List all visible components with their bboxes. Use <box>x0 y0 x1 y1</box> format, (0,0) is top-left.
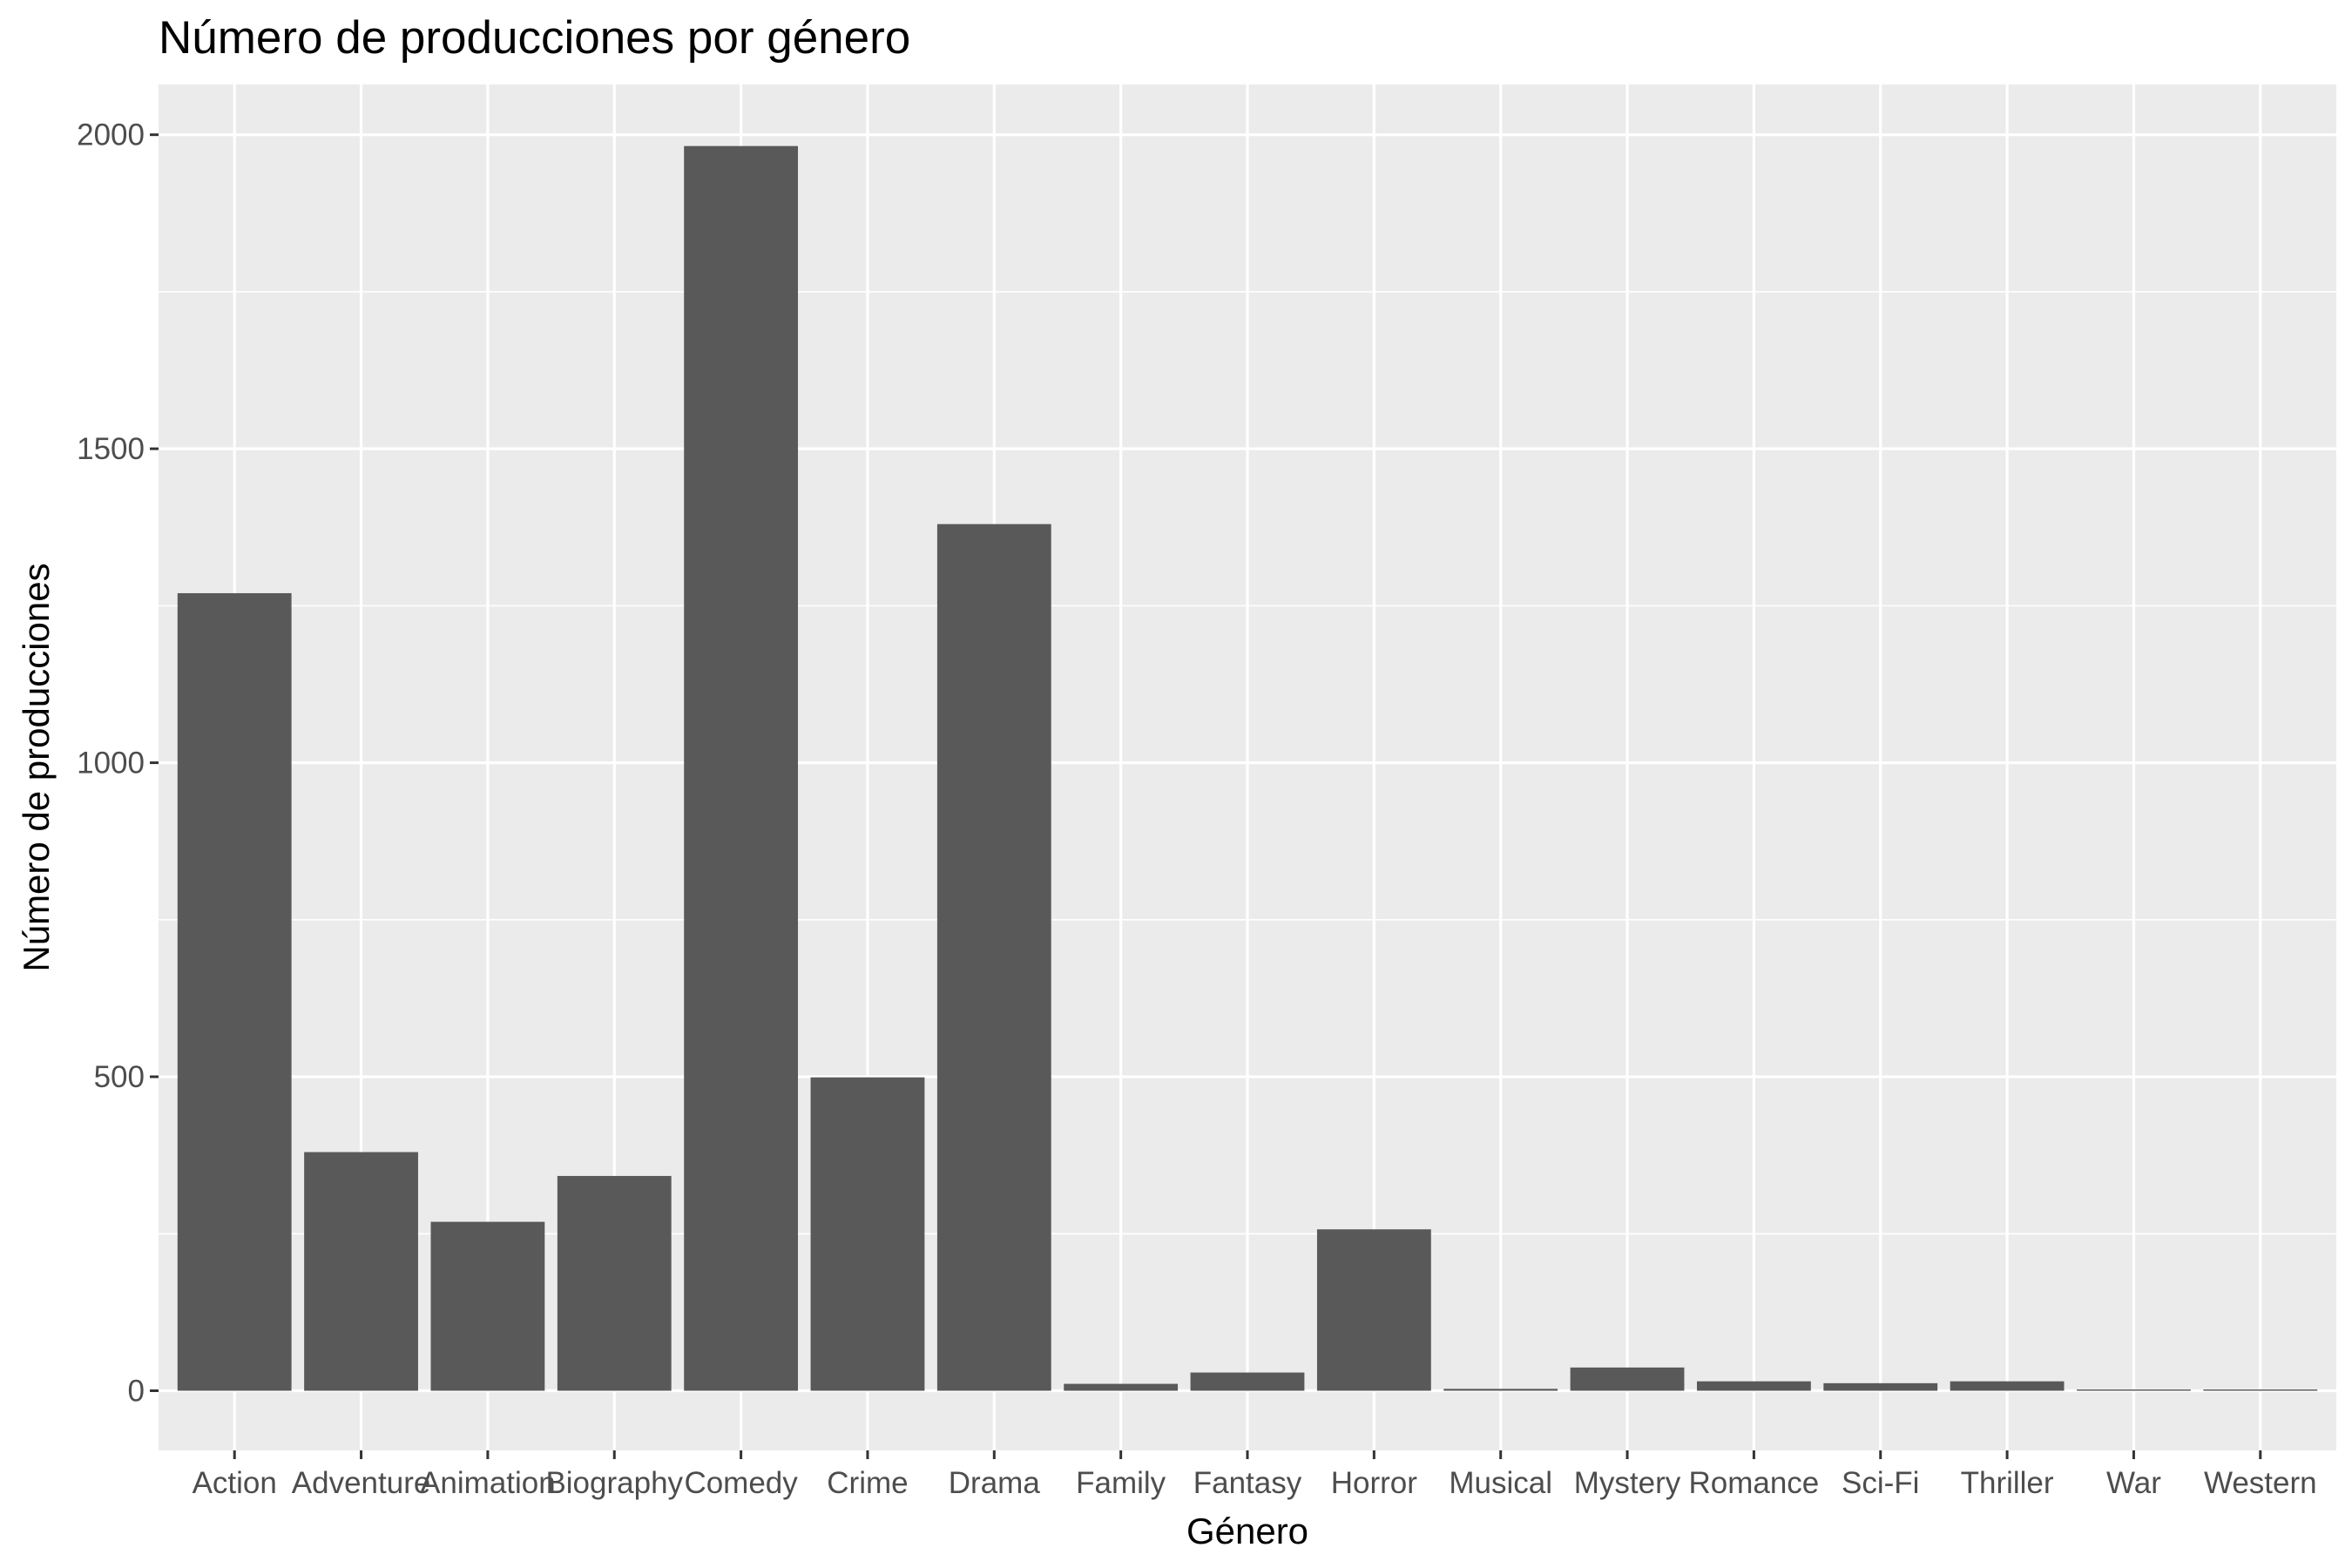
bar-mystery <box>1570 1367 1685 1391</box>
chart-title: Número de producciones por género <box>159 12 910 64</box>
x-tick-label: Horror <box>1331 1466 1418 1500</box>
bar-thriller <box>1950 1381 2065 1391</box>
bar-romance <box>1696 1381 1811 1391</box>
y-tick-label: 0 <box>128 1375 145 1409</box>
x-tick-label: Mystery <box>1574 1466 1681 1500</box>
x-tick-label: Western <box>2204 1466 2317 1500</box>
x-tick-label: Fantasy <box>1193 1466 1302 1500</box>
bars <box>177 145 2318 1391</box>
x-tick-label: Drama <box>949 1466 1041 1500</box>
x-tick-label: Crime <box>827 1466 908 1500</box>
bar-crime <box>810 1077 925 1391</box>
bar-biography <box>557 1175 672 1391</box>
y-tick-label: 500 <box>94 1060 145 1094</box>
bar-sci-fi <box>1823 1382 1938 1391</box>
y-axis-title: Número de producciones <box>16 563 57 971</box>
bar-musical <box>1443 1389 1558 1391</box>
bar-drama <box>936 524 1051 1391</box>
x-tick-label: Family <box>1076 1466 1166 1500</box>
y-tick-label: 2000 <box>77 118 145 152</box>
x-tick-label: Thriller <box>1961 1466 2054 1500</box>
x-axis-title: Género <box>1186 1511 1308 1551</box>
x-tick-label: War <box>2106 1466 2161 1500</box>
y-tick-label: 1500 <box>77 432 145 466</box>
bar-animation <box>430 1221 545 1391</box>
bar-family <box>1064 1383 1179 1391</box>
bar-horror <box>1316 1229 1431 1391</box>
bar-comedy <box>684 145 799 1391</box>
bar-western <box>2203 1389 2318 1391</box>
x-tick-label: Animation <box>420 1466 556 1500</box>
x-tick-label: Biography <box>545 1466 683 1500</box>
bar-war <box>2077 1389 2191 1391</box>
bar-fantasy <box>1190 1372 1305 1391</box>
x-tick-label: Action <box>193 1466 277 1500</box>
bar-adventure <box>304 1152 418 1391</box>
x-tick-label: Sci-Fi <box>1842 1466 1919 1500</box>
y-tick-label: 1000 <box>77 747 145 781</box>
x-tick-label: Adventure <box>292 1466 431 1500</box>
x-tick-label: Musical <box>1449 1466 1552 1500</box>
y-axis: 0 500 1000 1500 2000 <box>77 118 159 1409</box>
bar-action <box>177 592 292 1391</box>
x-tick-label: Comedy <box>684 1466 798 1500</box>
x-tick-label: Romance <box>1688 1466 1819 1500</box>
